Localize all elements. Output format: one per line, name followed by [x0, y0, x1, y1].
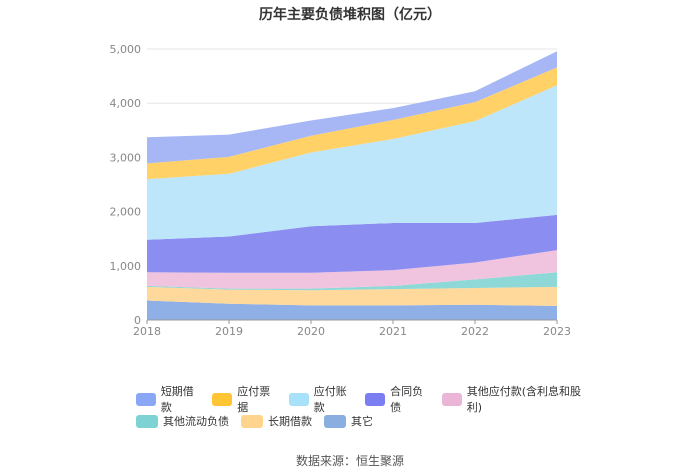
legend-swatch [365, 392, 386, 406]
legend-swatch [136, 392, 156, 406]
area-series [147, 67, 557, 180]
x-tick-label: 2022 [461, 325, 489, 338]
legend-label: 合同负债 [390, 385, 424, 414]
y-tick-label: 3,000 [110, 151, 142, 164]
chart-legend: 短期借款 应付票据 应付账款 合同负债 其他应付款(含利息和股利) 其他流动负债 长期借款其… [136, 385, 596, 432]
legend-label: 其它 [351, 415, 373, 428]
area-series [147, 85, 557, 240]
legend-label: 应付票据 [237, 385, 271, 414]
legend-row: 其他流动负债 长期借款 其它 [136, 410, 596, 432]
legend-swatch [136, 414, 158, 428]
legend-item[interactable]: 短期借款 [136, 383, 200, 415]
legend-row: 短期借款 应付票据 应付账款 合同负债 其他应付款(含利息和股利) [136, 385, 596, 414]
y-tick-label: 4,000 [110, 97, 142, 110]
legend-swatch [288, 392, 309, 406]
legend-label: 其他应付款(含利息和股利) [466, 385, 582, 414]
x-tick-label: 2019 [215, 325, 243, 338]
legend-item[interactable]: 其他流动负债 [136, 413, 229, 429]
x-tick-label: 2018 [133, 325, 161, 338]
x-tick-label: 2020 [297, 325, 325, 338]
legend-label: 其他流动负债 [163, 415, 229, 428]
area-series [147, 286, 557, 306]
area-series [147, 250, 557, 289]
y-tick-label: 2,000 [110, 206, 142, 219]
x-tick-label: 2021 [379, 325, 407, 338]
legend-label: 短期借款 [160, 385, 194, 414]
legend-label: 长期借款 [268, 415, 312, 428]
y-tick-label: 0 [134, 314, 141, 327]
legend-label: 应付账款 [313, 385, 347, 414]
legend-item[interactable]: 合同负债 [365, 383, 429, 415]
area-series [147, 214, 557, 273]
legend-swatch [241, 414, 263, 428]
legend-item[interactable]: 应付账款 [288, 383, 353, 415]
legend-swatch [441, 392, 462, 406]
legend-item[interactable]: 长期借款 [241, 413, 312, 429]
y-tick-label: 5,000 [110, 43, 142, 56]
data-source: 数据来源：恒生聚源 [295, 454, 404, 468]
legend-swatch [212, 392, 233, 406]
legend-item[interactable]: 其它 [324, 413, 373, 429]
x-tick-label: 2023 [543, 325, 571, 338]
y-tick-label: 1,000 [110, 260, 142, 273]
area-series [147, 300, 557, 320]
legend-item[interactable]: 应付票据 [212, 383, 276, 415]
legend-swatch [324, 414, 346, 428]
legend-item[interactable]: 其他应付款(含利息和股利) [441, 383, 584, 415]
area-series [147, 51, 557, 164]
area-series [147, 272, 557, 291]
chart-title: 历年主要负债堆积图（亿元） [259, 7, 441, 23]
